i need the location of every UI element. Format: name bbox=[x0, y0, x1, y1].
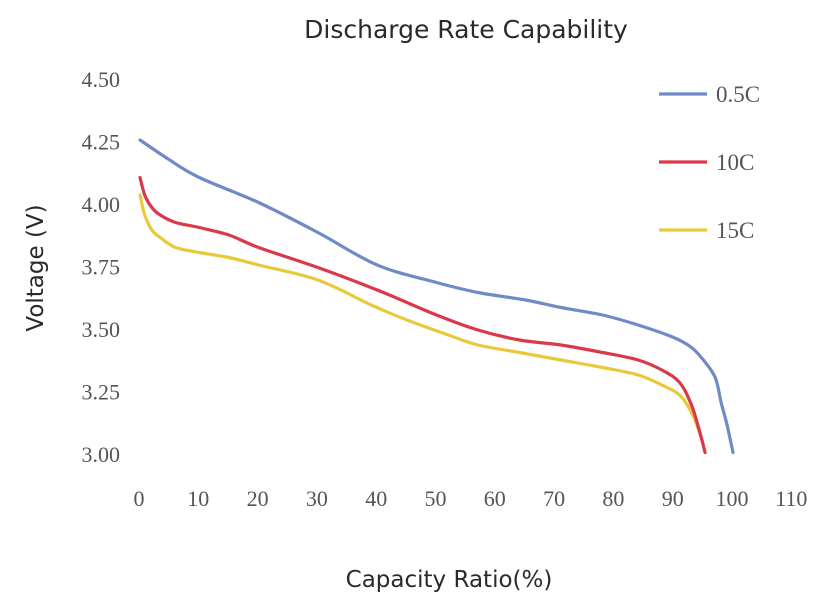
x-tick-labels: 0 10 20 30 40 50 60 70 80 90 100 110 bbox=[134, 486, 808, 511]
y-tick-labels: 3.00 3.25 3.50 3.75 4.00 4.25 4.50 bbox=[82, 67, 121, 467]
x-tick-label: 80 bbox=[602, 486, 624, 511]
x-tick-label: 10 bbox=[187, 486, 209, 511]
x-tick-label: 100 bbox=[716, 486, 749, 511]
series-line-10c bbox=[138, 175, 707, 455]
y-tick-label: 4.50 bbox=[82, 67, 121, 92]
x-tick-label: 0 bbox=[134, 486, 145, 511]
x-tick-label: 110 bbox=[775, 486, 807, 511]
legend-item: 0.5C bbox=[659, 82, 760, 107]
y-axis-label: Voltage (V) bbox=[23, 204, 49, 331]
x-tick-label: 70 bbox=[543, 486, 565, 511]
x-tick-label: 50 bbox=[425, 486, 447, 511]
x-axis-label: Capacity Ratio(%) bbox=[346, 567, 553, 593]
legend-item: 10C bbox=[659, 150, 754, 175]
series-line-0-5c bbox=[138, 138, 735, 455]
legend-item: 15C bbox=[659, 218, 754, 243]
x-tick-label: 90 bbox=[662, 486, 684, 511]
y-tick-label: 3.75 bbox=[82, 255, 121, 280]
series-line-15c bbox=[138, 193, 707, 455]
y-tick-label: 3.50 bbox=[82, 317, 121, 342]
x-tick-label: 30 bbox=[306, 486, 328, 511]
y-tick-label: 4.00 bbox=[82, 192, 121, 217]
x-tick-label: 20 bbox=[247, 486, 269, 511]
legend-label: 10C bbox=[716, 150, 754, 175]
chart-title: Discharge Rate Capability bbox=[304, 15, 628, 44]
legend-label: 0.5C bbox=[716, 82, 760, 107]
y-tick-label: 4.25 bbox=[82, 130, 121, 155]
y-tick-label: 3.00 bbox=[82, 442, 121, 467]
x-tick-label: 60 bbox=[484, 486, 506, 511]
series-lines bbox=[138, 138, 735, 455]
x-tick-label: 40 bbox=[365, 486, 387, 511]
legend-label: 15C bbox=[716, 218, 754, 243]
y-tick-label: 3.25 bbox=[82, 380, 121, 405]
legend: 0.5C 10C 15C bbox=[659, 82, 760, 243]
